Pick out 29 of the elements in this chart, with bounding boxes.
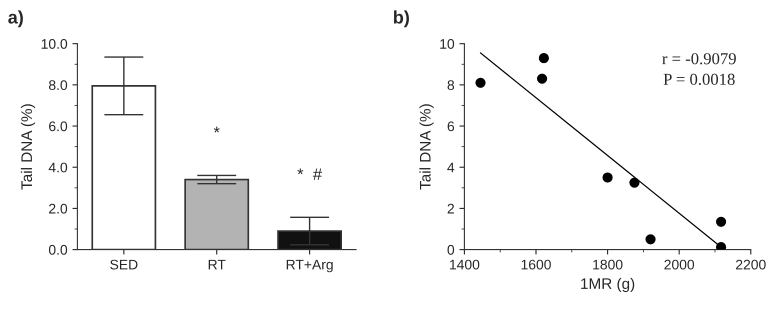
annotation: P = 0.0018 xyxy=(664,74,735,85)
chart-title: b) xyxy=(394,10,409,28)
x-tick-label: 2000 xyxy=(664,260,694,270)
chart-title: a) xyxy=(8,10,23,28)
y-tick-label: 8.0 xyxy=(48,80,68,90)
annotation: * xyxy=(214,126,220,132)
x-tick-label: RT xyxy=(208,260,226,270)
x-tick-label: SED xyxy=(110,260,138,270)
y-tick-label: 0.0 xyxy=(48,244,68,255)
y-tick-label: 2.0 xyxy=(49,204,68,214)
x-axis-title: 1MR (g) xyxy=(581,278,634,292)
y-tick-label: 8 xyxy=(448,80,454,90)
y-tick-label: 2 xyxy=(448,204,454,214)
x-tick-label: 1400 xyxy=(450,260,480,270)
x-tick-label: 1600 xyxy=(522,260,551,270)
y-axis-title: Tail DNA (%) xyxy=(419,104,434,190)
y-tick-label: 6 xyxy=(448,121,454,132)
y-axis-title: Tail DNA (%) xyxy=(20,104,36,190)
annotation: r = -0.9079 xyxy=(662,53,736,64)
annotation: * # xyxy=(297,168,322,180)
x-tick-label: 1800 xyxy=(593,260,622,270)
x-tick-label: RT+Arg xyxy=(286,260,333,272)
y-tick-label: 6.0 xyxy=(49,121,68,132)
y-tick-label: 4.0 xyxy=(48,162,68,172)
y-tick-label: 10.0 xyxy=(42,39,68,49)
x-tick-label: 2200 xyxy=(736,260,766,270)
y-tick-label: 4 xyxy=(447,162,454,172)
y-tick-label: 10 xyxy=(440,39,454,49)
y-tick-label: 0 xyxy=(447,244,454,255)
